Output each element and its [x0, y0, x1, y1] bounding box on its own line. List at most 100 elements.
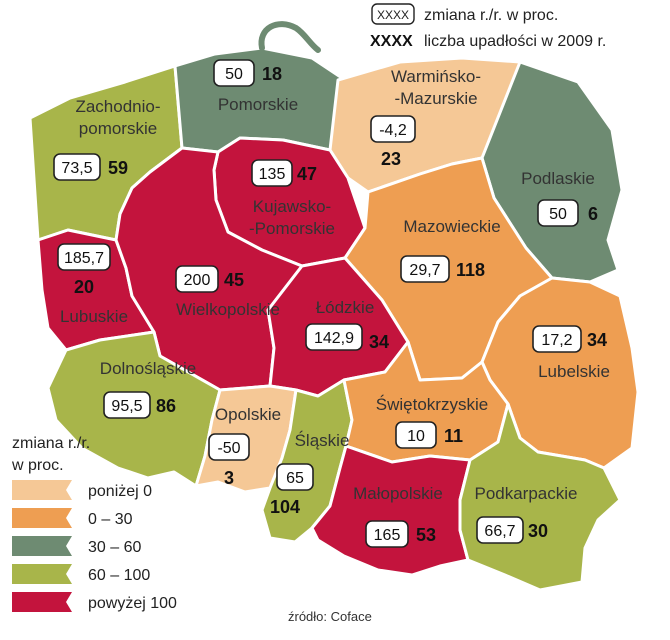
change-value: 17,2: [541, 332, 572, 349]
region-name-line: Podkarpackie: [474, 484, 577, 503]
change-value: -50: [217, 440, 240, 457]
hel-peninsula-shape: [258, 21, 321, 53]
change-value: 135: [259, 166, 286, 183]
change-box: [208, 433, 250, 461]
change-box: [305, 323, 363, 351]
label-pomorskie: 50 18 Pomorskie: [213, 59, 298, 114]
count-value: 34: [587, 330, 607, 350]
region-name-line: Mazowieckie: [403, 217, 500, 236]
count-value: 11: [444, 426, 463, 446]
label-wielkopolskie: 200 45 Wielkopolskie: [175, 265, 280, 319]
change-box: [213, 59, 255, 87]
region-name-line: Lubuskie: [60, 307, 128, 326]
change-value: 185,7: [64, 250, 104, 267]
legend-label: 30 – 60: [88, 539, 141, 556]
count-value: 86: [156, 396, 176, 416]
region-malopolskie: [310, 444, 472, 577]
count-value: 45: [224, 270, 244, 290]
change-box: [57, 243, 111, 271]
label-dolnoslaskie: Dolnośląskie 95,5 86: [100, 359, 196, 419]
region-name-line: Zachodnio-: [75, 97, 160, 116]
change-value: 95,5: [111, 398, 142, 415]
legend-swatch: [12, 564, 72, 584]
count-value: 20: [74, 277, 94, 297]
region-name-line: Śląskie: [295, 431, 350, 450]
label-warminsko-mazurskie: Warmińsko- -Mazurskie -4,2 23: [370, 67, 481, 169]
color-legend: zmiana r./r. w proc. poniżej 0 0 – 30 30 –…: [11, 435, 177, 612]
legend-label: 0 – 30: [88, 511, 133, 528]
region-name-line: Podlaskie: [521, 169, 595, 188]
change-value: -4,2: [379, 122, 407, 139]
key-change-sample: XXXX: [377, 8, 409, 22]
count-value: 118: [456, 260, 485, 280]
legend-label: powyżej 100: [88, 595, 177, 612]
change-value: 10: [407, 428, 425, 445]
legend-swatch: [12, 508, 72, 528]
count-value: 34: [369, 332, 389, 352]
legend-swatch: [12, 480, 72, 500]
key-change-sample-box: [371, 3, 415, 25]
count-value: 3: [224, 468, 234, 488]
region-name-line: Dolnośląskie: [100, 359, 196, 378]
change-box: [395, 421, 437, 449]
label-lubuskie: 185,7 20 Lubuskie: [57, 243, 128, 326]
key-change-label: zmiana r./r. w proc.: [424, 7, 558, 24]
region-name-line: Wielkopolskie: [176, 300, 280, 319]
change-value: 200: [184, 272, 211, 289]
change-value: 142,9: [314, 330, 354, 347]
region-name-line: -Mazurskie: [394, 89, 477, 108]
change-box: [175, 265, 219, 293]
legend-title-line: zmiana r./r.: [12, 435, 90, 452]
legend-swatch: [12, 536, 72, 556]
label-malopolskie: Małopolskie 165 53: [353, 484, 443, 548]
label-zachodniopomorskie: Zachodnio- pomorskie 73,5 59: [53, 97, 161, 181]
count-value: 59: [108, 158, 128, 178]
legend-label: 60 – 100: [88, 567, 150, 584]
count-value: 104: [270, 497, 300, 517]
region-name-line: Świętokrzyskie: [376, 395, 488, 414]
change-value: 165: [374, 527, 401, 544]
region-name-line: pomorskie: [79, 119, 157, 138]
change-box: [251, 159, 293, 187]
legend-swatch: [12, 592, 72, 612]
change-box: [103, 391, 151, 419]
label-mazowieckie: Mazowieckie 29,7 118: [400, 217, 501, 283]
change-box: [53, 153, 101, 181]
key-count-sample: XXXX: [370, 33, 413, 50]
count-value: 23: [381, 149, 401, 169]
change-box: [537, 199, 579, 227]
label-slaskie: Śląskie 65 104: [270, 431, 349, 517]
region-name-line: Małopolskie: [353, 484, 443, 503]
label-opolskie: Opolskie -50 3: [208, 405, 281, 488]
region-name-line: Łódzkie: [316, 298, 375, 317]
value-key: XXXX zmiana r./r. w proc. XXXX liczba up…: [370, 3, 606, 50]
region-name-line: Kujawsko-: [253, 197, 331, 216]
source-credit: źródło: Coface: [288, 609, 372, 624]
count-value: 47: [297, 164, 317, 184]
change-box: [365, 520, 409, 548]
change-value: 50: [225, 66, 243, 83]
change-value: 50: [549, 206, 567, 223]
change-value: 73,5: [61, 160, 92, 177]
region-name-line: -Pomorskie: [249, 219, 335, 238]
change-value: 65: [286, 470, 304, 487]
region-name-line: Warmińsko-: [391, 67, 481, 86]
change-box: [276, 463, 314, 491]
label-swietokrzyskie: Świętokrzyskie 10 11: [376, 395, 488, 449]
label-kujawsko-pomorskie: 135 47 Kujawsko- -Pomorskie: [249, 159, 335, 238]
change-box: [532, 325, 582, 353]
label-lubelskie: 17,2 34 Lubelskie: [532, 325, 610, 381]
change-box: [476, 516, 524, 544]
key-count-label: liczba upadłości w 2009 r.: [424, 33, 606, 50]
label-podlaskie: Podlaskie 50 6: [521, 169, 598, 227]
count-value: 30: [528, 521, 548, 541]
count-value: 18: [262, 64, 282, 84]
count-value: 6: [588, 204, 598, 224]
change-value: 29,7: [409, 262, 440, 279]
change-value: 66,7: [484, 523, 515, 540]
region-name-line: Lubelskie: [538, 362, 610, 381]
region-name-line: Pomorskie: [218, 95, 298, 114]
legend-label: poniżej 0: [88, 483, 152, 500]
